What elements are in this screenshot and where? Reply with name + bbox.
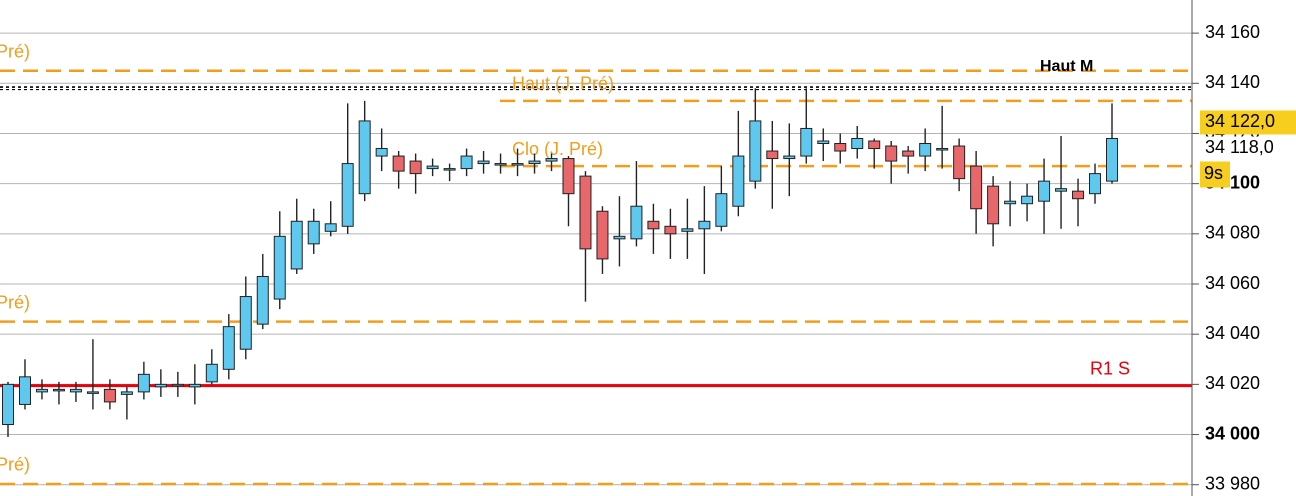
candle-body xyxy=(936,148,949,151)
y-tick-label: 34 040 xyxy=(1205,323,1260,343)
y-tick-label: 33 980 xyxy=(1205,473,1260,493)
level-label: Pré) xyxy=(0,292,30,312)
candle-body xyxy=(749,120,762,182)
candle-body xyxy=(409,160,422,175)
candle-body xyxy=(324,223,337,232)
candle-body xyxy=(1055,188,1068,192)
candle-body xyxy=(426,165,439,170)
candle-body xyxy=(851,137,864,150)
candle-body xyxy=(35,388,48,393)
candle-body xyxy=(953,145,966,180)
candle-body xyxy=(1038,180,1051,202)
countdown-box xyxy=(1200,161,1230,188)
level-label: Pré) xyxy=(0,41,30,61)
candle-body xyxy=(86,391,99,394)
level-label: R1 S xyxy=(1090,358,1130,378)
candle-body xyxy=(528,160,541,165)
candle-body xyxy=(256,275,269,325)
annotation: Haut M xyxy=(1040,58,1093,75)
y-tick-label: 34 020 xyxy=(1205,373,1260,393)
candle-body xyxy=(732,155,745,207)
candle-body xyxy=(868,140,881,150)
candle-body xyxy=(579,175,592,250)
candle-body xyxy=(919,143,932,157)
candle-body xyxy=(171,383,184,387)
axis-layer: 33 980 34 000 34 020 34 040 34 060 34 080 34 1… xyxy=(1192,22,1296,493)
candle-body xyxy=(511,163,524,166)
candle-body xyxy=(1089,173,1102,195)
y-tick-label: 34 080 xyxy=(1205,223,1260,243)
candle-body xyxy=(358,120,371,195)
candle-body xyxy=(69,388,82,393)
candle-body xyxy=(290,220,303,270)
candle-body xyxy=(52,388,65,392)
candle-body xyxy=(273,235,286,300)
price-tag xyxy=(1200,110,1296,135)
levels-layer: Pré) Haut (J. Pré) Clo (J. Pré) Pré) R1 S Pré… xyxy=(0,41,1192,486)
candle-body xyxy=(987,185,1000,225)
candle-body xyxy=(222,326,235,370)
candle-body xyxy=(817,140,830,145)
candle-body xyxy=(902,150,915,157)
candle-body xyxy=(800,127,813,157)
candle-body xyxy=(647,220,660,230)
price-tag-label: 34 122,0 xyxy=(1205,111,1275,131)
countdown: 9s xyxy=(1204,163,1223,183)
candle-body xyxy=(970,165,983,210)
candle-body xyxy=(698,220,711,230)
candle-body xyxy=(766,150,779,160)
candle-body xyxy=(681,228,694,232)
candle-body xyxy=(834,143,847,152)
level-label: Haut (J. Pré) xyxy=(512,74,614,94)
candle-body xyxy=(2,383,14,425)
candle-body xyxy=(562,158,575,195)
candle-body xyxy=(1021,195,1034,205)
candle-body xyxy=(239,296,252,350)
candle-body xyxy=(545,158,558,162)
y-tick-label: 34 160 xyxy=(1205,22,1260,42)
candle-body xyxy=(715,193,728,227)
price-tag-label: 34 118,0 xyxy=(1205,137,1274,157)
candle-body xyxy=(137,373,150,393)
candle-body xyxy=(613,235,626,240)
candle-body xyxy=(630,205,643,240)
candle-body xyxy=(18,376,31,405)
candles-layer xyxy=(2,88,1118,438)
candle-body xyxy=(120,391,133,395)
candle-body xyxy=(783,155,796,160)
candle-body xyxy=(375,148,388,157)
candle-body xyxy=(307,220,320,245)
candle-body xyxy=(392,155,405,172)
y-tick-label: 34 140 xyxy=(1205,72,1260,92)
candle-body xyxy=(1072,190,1085,200)
candle-body xyxy=(664,225,677,235)
y-tick-label: 34 000 xyxy=(1205,423,1260,443)
level-label: Pré) xyxy=(0,455,30,475)
price-tag xyxy=(1200,136,1296,161)
candle-body xyxy=(1106,137,1118,182)
candle-body xyxy=(205,363,218,383)
candle-body xyxy=(103,388,116,403)
candle-body xyxy=(443,168,456,171)
candle-body xyxy=(477,160,490,165)
candle-body xyxy=(494,163,507,166)
candle-body xyxy=(188,383,201,388)
candle-body xyxy=(596,210,609,260)
y-tick-label: 34 060 xyxy=(1205,273,1260,293)
candle-body xyxy=(1004,200,1017,205)
candle-body xyxy=(885,145,898,162)
level-label: Clo (J. Pré) xyxy=(512,139,603,159)
candle-body xyxy=(154,383,167,388)
candle-body xyxy=(341,163,354,227)
candle-body xyxy=(460,155,473,170)
